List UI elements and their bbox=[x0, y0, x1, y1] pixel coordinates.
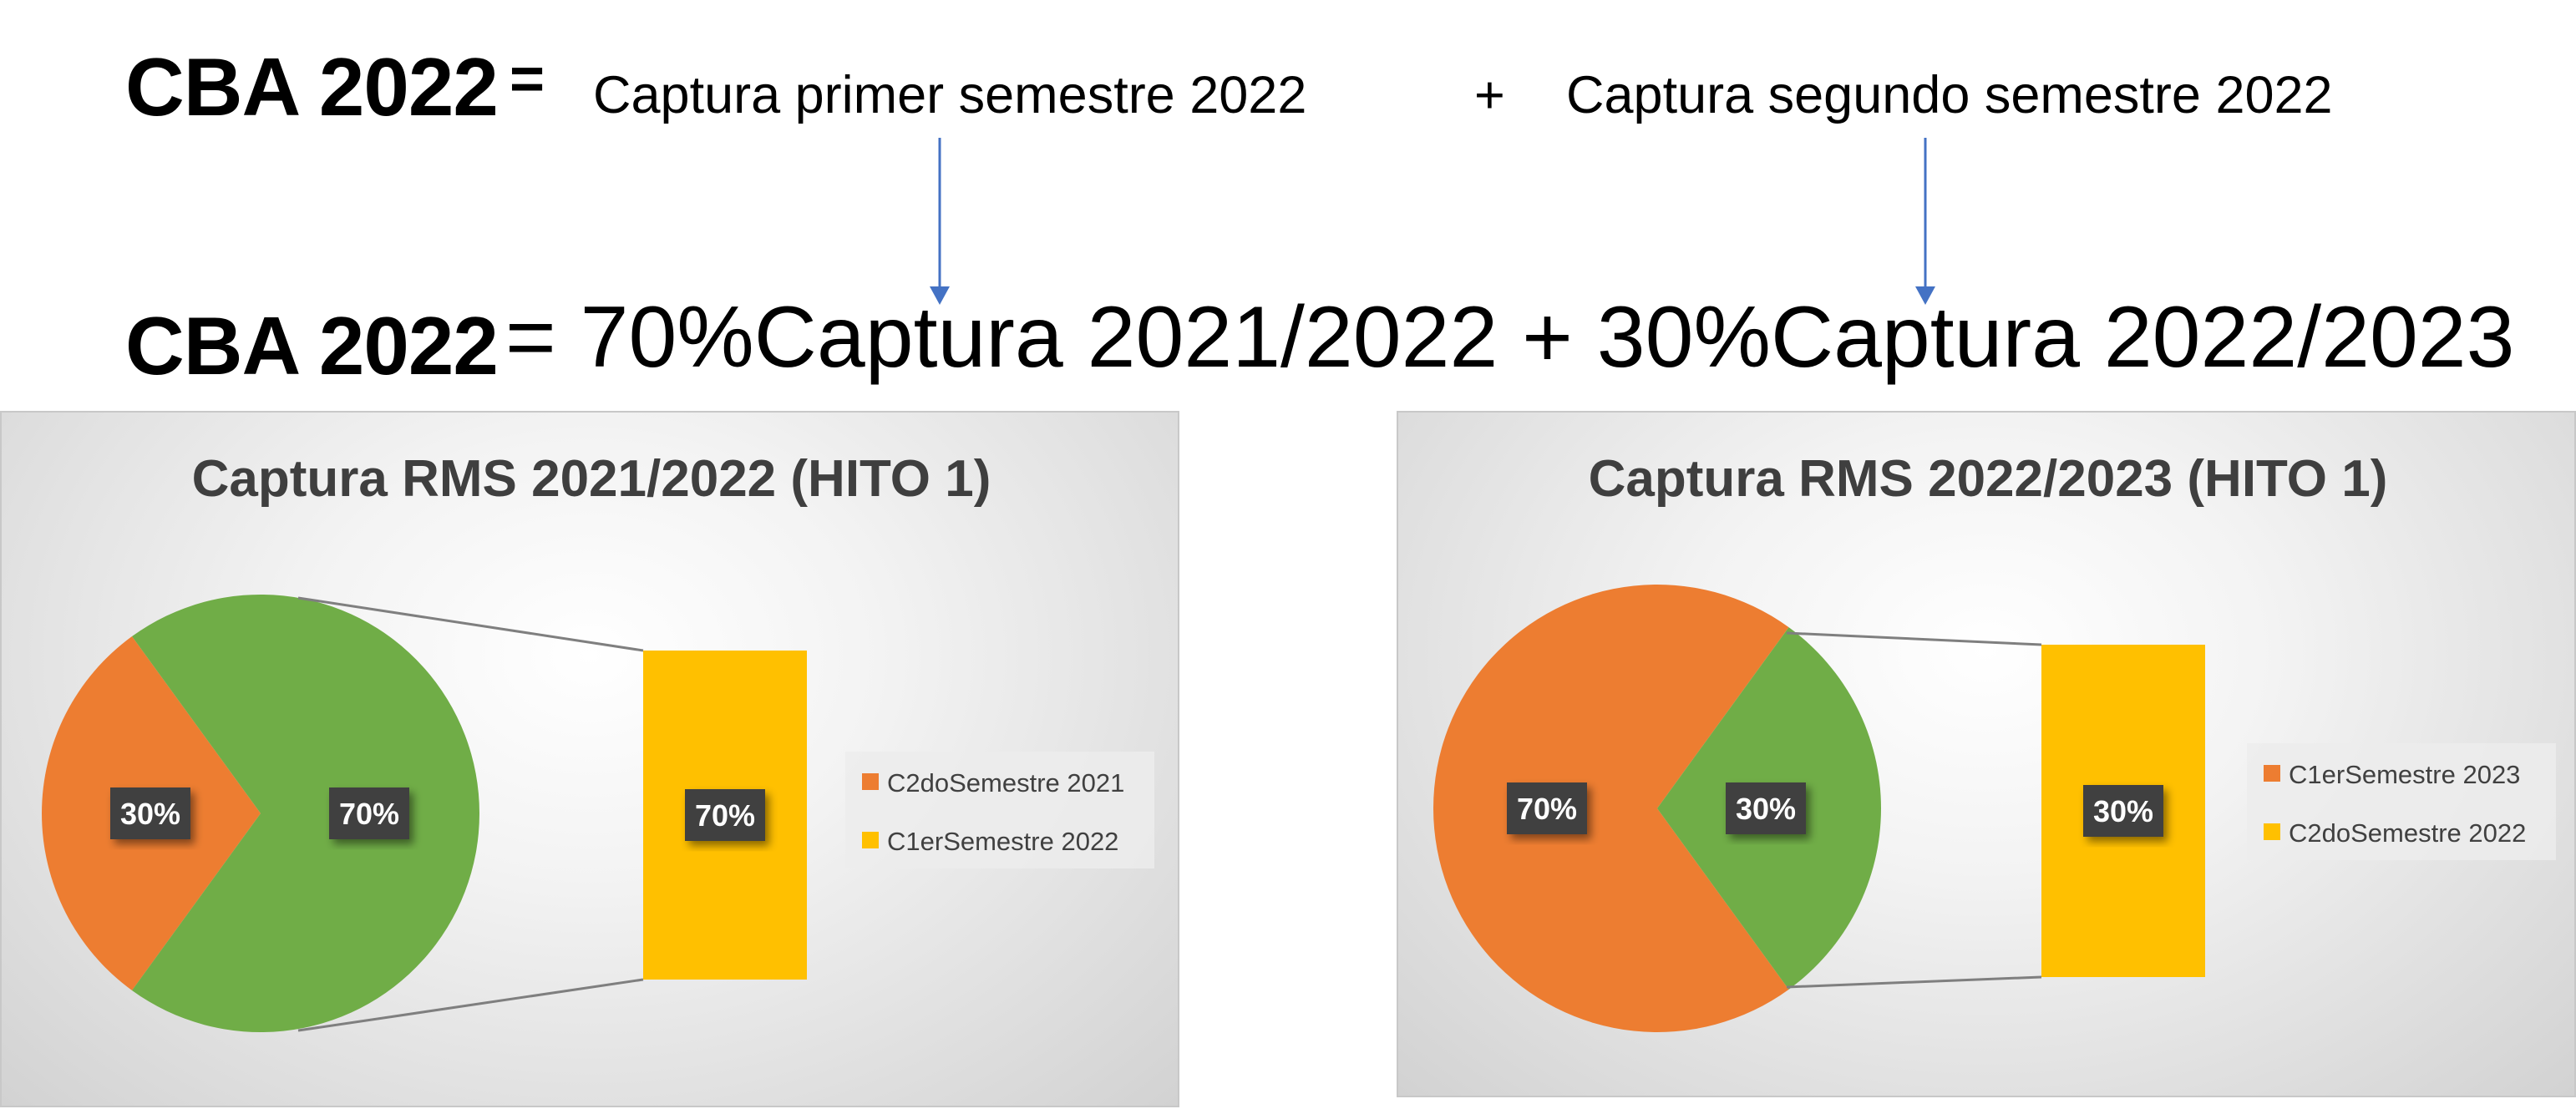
connector-line-bottom bbox=[1786, 975, 2042, 989]
legend-swatch-0 bbox=[862, 773, 879, 790]
chart-title: Captura RMS 2022/2023 (HITO 1) bbox=[1589, 450, 2388, 508]
equation-bottom-rhs: = 70%Captura 2021/2022 + 30%Captura 2022… bbox=[505, 289, 2515, 386]
legend-box bbox=[2247, 743, 2556, 860]
pie-slice-label-0: 70% bbox=[1517, 792, 1577, 826]
equation-top-lhs: CBA 2022 bbox=[125, 41, 499, 133]
equation-top-term1: Captura primer semestre 2022 bbox=[593, 66, 1307, 124]
secondary-bar-label: 30% bbox=[2093, 794, 2153, 828]
pie-slice-label-1-box bbox=[1726, 782, 1806, 834]
pie-slice-label-0-box bbox=[110, 787, 190, 839]
chart-title: Captura RMS 2021/2022 (HITO 1) bbox=[192, 450, 991, 508]
connector-line-top bbox=[1786, 631, 2042, 646]
equation-top-plus: + bbox=[1474, 66, 1505, 124]
secondary-bar-label-box bbox=[2083, 785, 2163, 837]
legend-box bbox=[845, 752, 1154, 868]
legend-label-0: C1erSemestre 2023 bbox=[2289, 760, 2520, 789]
chart-right-panel: Captura RMS 2022/2023 (HITO 1) 70% 30% 30% C… bbox=[1397, 411, 2576, 1097]
connector-line-top bbox=[297, 596, 644, 652]
chart-right-svg: Captura RMS 2022/2023 (HITO 1) 70% 30% 30% C… bbox=[1433, 450, 2556, 1032]
pie-slice-label-0-box bbox=[1507, 782, 1587, 834]
secondary-bar-label-box bbox=[685, 789, 765, 841]
chart-left-panel: Captura RMS 2021/2022 (HITO 1) 30% 70% 70% C… bbox=[0, 411, 1179, 1107]
arrow-down-left bbox=[930, 138, 950, 305]
pie-slice-0 bbox=[1433, 584, 1789, 1032]
equation-top-equals: = bbox=[510, 46, 545, 113]
legend-label-1: C1erSemestre 2022 bbox=[887, 827, 1118, 856]
equation-top-term2: Captura segundo semestre 2022 bbox=[1566, 66, 2333, 124]
pie-slice-label-1-box bbox=[329, 787, 409, 839]
chart-left-svg: Captura RMS 2021/2022 (HITO 1) 30% 70% 70% C… bbox=[41, 450, 1154, 1032]
pie-slice-1 bbox=[132, 595, 479, 1032]
legend-swatch-1 bbox=[2264, 823, 2280, 840]
legend-swatch-1 bbox=[862, 832, 879, 848]
pie-slice-label-1: 30% bbox=[1736, 792, 1796, 826]
pie-slice-label-1: 70% bbox=[339, 797, 399, 831]
connector-line-bottom bbox=[297, 978, 644, 1032]
legend-label-0: C2doSemestre 2021 bbox=[887, 768, 1124, 798]
arrow-down-right bbox=[1915, 138, 1935, 305]
legend-swatch-0 bbox=[2264, 765, 2280, 782]
legend-label-1: C2doSemestre 2022 bbox=[2289, 818, 2526, 848]
pie-slice-label-0: 30% bbox=[120, 797, 180, 831]
equation-bottom-lhs: CBA 2022 bbox=[125, 300, 499, 392]
secondary-bar-label: 70% bbox=[695, 798, 755, 833]
